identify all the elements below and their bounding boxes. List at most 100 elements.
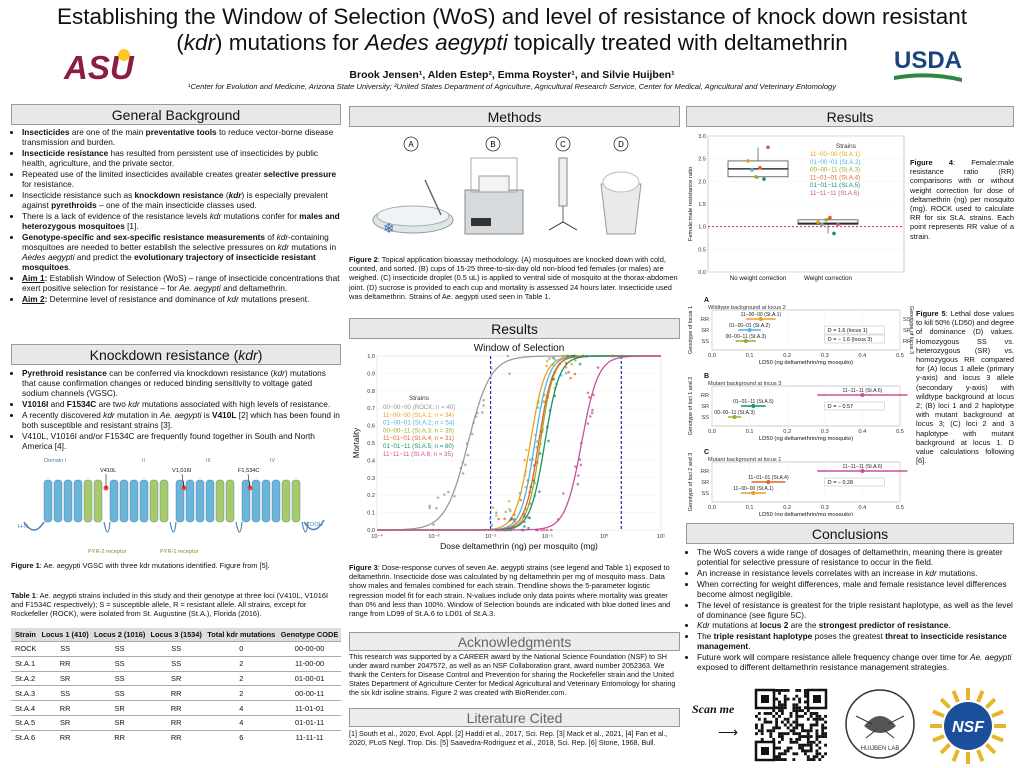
ld-row-genotype: RR <box>701 317 709 323</box>
vgsc-segment <box>271 479 281 523</box>
dr-point <box>529 485 533 489</box>
ld-d-value: D = − 1.6 (locus 3) <box>828 337 873 343</box>
dr-point <box>435 506 438 510</box>
dr-point <box>592 393 595 397</box>
table-cell: RR <box>38 700 92 716</box>
dr-y-tick: 0.5 <box>367 441 375 447</box>
vgsc-segment <box>83 479 93 523</box>
conclusions-header: Conclusions <box>686 523 1014 544</box>
conclusion-item: The level of resistance is greatest for … <box>697 600 1014 620</box>
ratio-point <box>754 175 758 179</box>
dr-point <box>535 440 539 443</box>
dr-point <box>528 516 531 520</box>
table-cell: St.A.4 <box>11 700 39 716</box>
ratio-point <box>828 215 832 220</box>
table-cell: 2 <box>204 670 279 686</box>
table-cell: 6 <box>204 729 279 745</box>
table-cell: RR <box>147 700 205 716</box>
ld-point <box>758 317 763 321</box>
qr-code[interactable] <box>752 686 830 764</box>
table-cell: SS <box>91 685 148 701</box>
table-cell: St.A.5 <box>11 714 39 731</box>
dr-point <box>538 452 542 455</box>
table-cell: SS <box>38 641 92 657</box>
ratio-y-tick: 0.5 <box>698 247 706 253</box>
dr-point <box>466 453 470 457</box>
ld-x-tick: 0.1 <box>746 353 754 359</box>
table-header-cell: Strain <box>11 628 39 642</box>
dr-point <box>611 354 615 358</box>
ld-row-genotype: SR <box>701 480 709 486</box>
dr-point <box>591 408 594 412</box>
conclusion-item: Future work will compare resistance alle… <box>697 652 1014 672</box>
ld-x-tick: 0.1 <box>746 429 754 435</box>
background-item: Insecticide resistance such as knockdown… <box>22 190 341 210</box>
dr-point <box>578 362 582 366</box>
ratio-box <box>797 219 859 225</box>
ld-x-tick: 0.2 <box>783 353 791 359</box>
asu-logo: ASU <box>62 47 138 86</box>
table-cell: St.A.3 <box>11 685 39 701</box>
dr-x-tick: 10⁻² <box>485 534 496 540</box>
table-row: ROCK SS SS SS 0 00-00-00 <box>11 641 341 657</box>
dr-point <box>508 372 511 376</box>
domain-4-label: IV <box>270 458 276 464</box>
dr-point <box>461 472 465 475</box>
dr-x-tick: 10⁻⁴ <box>371 533 383 540</box>
ld-x-tick: 0.3 <box>821 429 829 435</box>
usda-logo-text: USDA <box>894 47 962 74</box>
syringe-icon <box>548 157 578 231</box>
scale-icon <box>464 157 524 235</box>
step-d: D <box>618 140 624 149</box>
kdr-item: V410L, V1016I and/or F1534C are frequent… <box>22 431 341 451</box>
table-cell: SS <box>91 655 148 672</box>
table-cell: RR <box>91 729 148 745</box>
literature-text: [1] South et al., 2020, Evol. Appl. [2] … <box>349 729 668 747</box>
svg-text:❄: ❄ <box>383 220 395 236</box>
dr-point <box>579 463 583 467</box>
table-cell: RR <box>147 729 205 745</box>
vgsc-segment <box>63 479 73 523</box>
ld-x-tick: 0.2 <box>783 429 791 435</box>
ld-d-value: D = − 0.57 <box>828 404 853 410</box>
dr-point <box>588 396 591 399</box>
fig4-caption: Figure 4: Female:male resistance ratio (… <box>910 158 1015 241</box>
methods-header: Methods <box>349 106 680 127</box>
ld-point <box>747 328 752 332</box>
dr-point <box>545 359 549 363</box>
domain-2-label: II <box>142 458 146 464</box>
ld-row-name: 11−00−00 (St.A.1) <box>733 486 774 492</box>
table-cell: SR <box>38 714 92 731</box>
ratio-y-tick: 1.5 <box>698 202 706 208</box>
dr-point <box>512 518 516 522</box>
ld-row-name: 01−00−01 (St.A.2) <box>729 323 770 329</box>
mutation-v410l: V410L <box>100 468 116 474</box>
title-line-1: Establishing the Window of Selection (Wo… <box>56 4 968 29</box>
dr-point <box>490 523 494 527</box>
table-header-cell: Locus 1 (410) <box>38 628 92 642</box>
table-cell: RR <box>38 655 92 672</box>
table-row: St.A.2 SR SS SR 2 01-00-01 <box>11 670 341 686</box>
dr-point <box>428 504 432 508</box>
table-cell: 2 <box>204 685 279 701</box>
nterm-label: H-N <box>18 524 28 530</box>
dr-point <box>523 515 526 518</box>
table-cell: SS <box>91 641 148 657</box>
nsf-logo: NSF <box>928 686 1008 766</box>
dr-point <box>576 482 580 486</box>
table-row: St.A.5 SR SR RR 4 01-01-11 <box>11 714 341 731</box>
dr-y-tick: 0.4 <box>367 458 375 464</box>
ld-x-tick: 0.0 <box>708 505 716 511</box>
dr-point <box>564 371 568 375</box>
dr-point <box>523 458 527 462</box>
dr-x-tick: 10⁻¹ <box>542 534 553 540</box>
dr-legend-entry: 11−01−01 (St.A.4; n = 31) <box>383 435 454 442</box>
dr-point <box>542 400 546 403</box>
vgsc-diagram: H-N COOH PYR-2 receptor PYR-1 receptor V… <box>14 456 340 560</box>
ld-point <box>743 339 748 343</box>
table-cell: 4 <box>204 714 279 731</box>
authors: Brook Jensen¹, Alden Estep², Emma Royste… <box>349 69 675 81</box>
table-row: St.A.6 RR RR RR 6 11-11-11 <box>11 729 341 745</box>
fig3-caption: Figure 3: Dose-response curves of seven … <box>349 563 671 619</box>
ld-panel-subtitle: Wildtype background at locus 2 <box>708 305 786 311</box>
